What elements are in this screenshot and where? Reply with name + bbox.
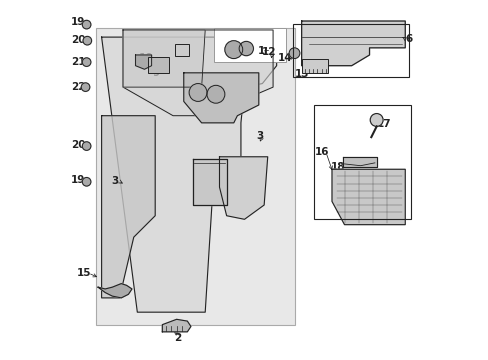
Text: 7: 7 <box>224 92 232 102</box>
Circle shape <box>82 177 91 186</box>
Text: 5: 5 <box>228 180 235 190</box>
Circle shape <box>369 113 382 126</box>
FancyBboxPatch shape <box>301 59 328 73</box>
Text: 18: 18 <box>330 162 345 172</box>
Circle shape <box>189 84 206 102</box>
Text: 17: 17 <box>376 118 390 129</box>
Text: 15: 15 <box>76 268 91 278</box>
Polygon shape <box>123 30 205 87</box>
Polygon shape <box>301 21 405 66</box>
Text: 19: 19 <box>71 175 85 185</box>
Text: 16: 16 <box>314 147 329 157</box>
Circle shape <box>81 83 90 91</box>
Circle shape <box>206 85 224 103</box>
Text: 21: 21 <box>71 57 85 67</box>
Text: 13: 13 <box>294 69 308 79</box>
Text: 3: 3 <box>255 131 263 141</box>
Polygon shape <box>102 116 155 298</box>
Polygon shape <box>135 55 151 69</box>
Polygon shape <box>123 30 272 116</box>
Polygon shape <box>192 158 226 205</box>
Text: 9: 9 <box>152 68 159 78</box>
FancyBboxPatch shape <box>96 28 294 325</box>
FancyBboxPatch shape <box>175 44 189 56</box>
Text: 19: 19 <box>71 17 85 27</box>
Polygon shape <box>183 73 258 123</box>
Text: 3: 3 <box>111 176 119 186</box>
Circle shape <box>239 41 253 56</box>
Text: 2: 2 <box>174 333 181 343</box>
FancyBboxPatch shape <box>148 57 169 73</box>
Text: 20: 20 <box>71 140 85 150</box>
Text: 6: 6 <box>405 34 411 44</box>
Text: 22: 22 <box>71 82 85 92</box>
Polygon shape <box>331 169 405 225</box>
Circle shape <box>224 41 242 59</box>
Text: 8: 8 <box>176 49 183 59</box>
Circle shape <box>288 48 299 59</box>
Text: 10: 10 <box>139 53 153 63</box>
Text: 20: 20 <box>71 35 85 45</box>
FancyBboxPatch shape <box>214 28 285 62</box>
Circle shape <box>82 142 91 150</box>
Text: 1: 1 <box>258 46 264 56</box>
Text: 4: 4 <box>251 200 258 210</box>
Text: 12: 12 <box>261 47 276 57</box>
Text: 11: 11 <box>223 46 238 56</box>
Polygon shape <box>102 37 276 312</box>
Circle shape <box>82 58 91 66</box>
Circle shape <box>82 20 91 29</box>
Polygon shape <box>219 157 267 219</box>
Polygon shape <box>342 157 376 167</box>
Circle shape <box>83 36 91 45</box>
Text: 14: 14 <box>278 53 292 63</box>
Polygon shape <box>98 284 132 298</box>
Polygon shape <box>162 319 190 332</box>
